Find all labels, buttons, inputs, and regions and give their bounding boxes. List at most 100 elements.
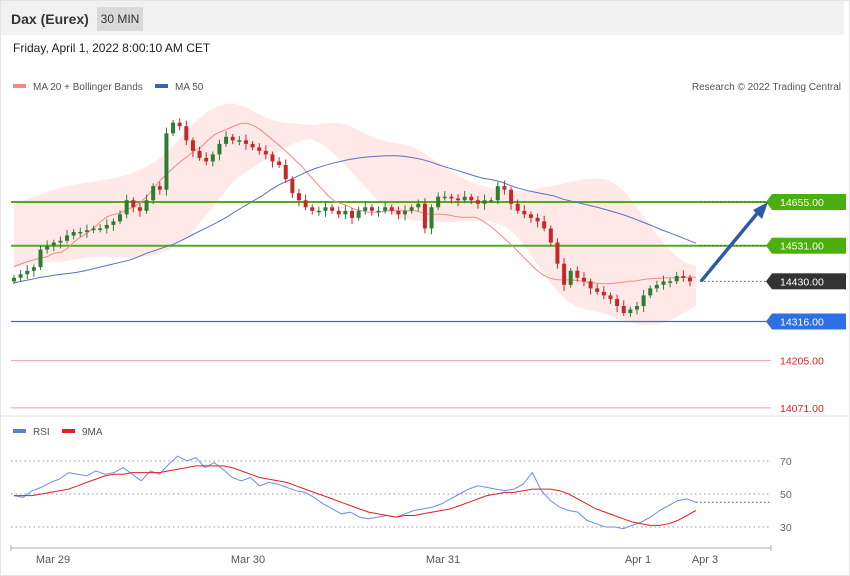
candle-body-74 — [502, 186, 507, 190]
candle-body-77 — [522, 210, 527, 215]
candle-body-63 — [429, 207, 434, 229]
candle-body-7 — [58, 240, 63, 243]
candle-body-80 — [542, 221, 547, 229]
candlesticks — [12, 118, 692, 317]
candle-body-90 — [608, 295, 613, 299]
candle-body-82 — [555, 242, 560, 264]
candle-body-42 — [290, 179, 295, 194]
chart-header: Dax (Eurex) 30 MIN — [1, 1, 844, 35]
candle-body-95 — [641, 295, 646, 306]
candle-body-99 — [668, 281, 673, 283]
candle-body-39 — [270, 154, 275, 162]
candle-body-75 — [509, 189, 514, 204]
candle-body-56 — [383, 207, 388, 211]
candle-body-50 — [343, 210, 348, 215]
candle-body-23 — [164, 133, 169, 190]
candle-body-57 — [389, 207, 394, 211]
candle-body-46 — [316, 210, 321, 213]
time-axis: Mar 29 Mar 30 Mar 31 Apr 1 Apr 3 — [10, 545, 772, 566]
legend-label-9ma: 9MA — [82, 427, 103, 438]
legend-label-ma20: MA 20 + Bollinger Bands — [33, 82, 143, 93]
candle-body-84 — [568, 270, 573, 285]
candle-body-70 — [475, 200, 480, 204]
timeframe-badge[interactable]: 30 MIN — [97, 7, 143, 31]
candle-body-17 — [124, 200, 129, 215]
candle-body-98 — [661, 281, 666, 285]
candle-body-101 — [681, 276, 686, 278]
credit-text: Research © 2022 Trading Central — [692, 82, 841, 93]
candle-body-1 — [18, 274, 23, 278]
candle-body-30 — [210, 154, 215, 162]
candle-body-26 — [184, 126, 189, 141]
rsi-tick-50: 50 — [780, 489, 792, 501]
forecast-arrow-shaft — [699, 208, 762, 283]
candle-body-83 — [562, 263, 567, 285]
candle-body-21 — [151, 186, 156, 201]
candle-body-88 — [595, 288, 600, 292]
candle-body-40 — [277, 161, 282, 165]
candle-body-3 — [31, 267, 36, 271]
candle-body-47 — [323, 207, 328, 211]
candle-body-62 — [422, 203, 427, 229]
candle-body-22 — [157, 186, 162, 190]
candle-body-37 — [257, 147, 262, 151]
support-label-5: 14071.00 — [780, 403, 824, 415]
rsi-tick-70: 70 — [780, 456, 792, 468]
candle-body-32 — [224, 136, 229, 144]
forecast-arrow-head — [753, 202, 768, 219]
candle-body-8 — [65, 235, 70, 241]
candle-body-34 — [237, 140, 242, 142]
candle-body-72 — [489, 200, 494, 202]
candle-body-12 — [91, 228, 96, 231]
candle-body-16 — [118, 214, 123, 222]
candle-body-4 — [38, 249, 43, 268]
support-label-4: 14205.00 — [780, 356, 824, 368]
legend-swatch-ma50 — [155, 84, 168, 88]
candle-body-53 — [363, 207, 368, 211]
candle-body-92 — [621, 305, 626, 314]
candle-body-73 — [495, 186, 500, 201]
rsi-ma-line — [14, 465, 697, 526]
candle-body-85 — [575, 270, 580, 278]
rsi-panel: RSI 9MA 70 50 30 — [11, 427, 792, 534]
candle-body-79 — [535, 217, 540, 222]
candle-body-89 — [601, 291, 606, 296]
chart-legend: MA 20 + Bollinger Bands MA 50 Research ©… — [13, 82, 841, 93]
candle-body-94 — [634, 305, 639, 310]
candle-body-43 — [296, 193, 301, 201]
candle-body-76 — [515, 203, 520, 211]
time-tick-1: Mar 30 — [231, 554, 265, 566]
time-tick-0: Mar 29 — [36, 554, 70, 566]
instrument-title: Dax (Eurex) — [11, 11, 89, 27]
candle-body-59 — [403, 210, 408, 215]
candle-body-41 — [283, 164, 288, 180]
candle-body-33 — [230, 136, 235, 141]
candle-body-38 — [263, 150, 268, 155]
legend-swatch-9ma — [62, 429, 75, 433]
candle-body-44 — [303, 200, 308, 208]
resistance-tag-1 — [772, 237, 846, 254]
candle-body-69 — [469, 196, 474, 201]
candle-body-5 — [45, 246, 50, 250]
candle-body-35 — [243, 140, 248, 144]
candle-body-58 — [396, 210, 401, 215]
last-price-tag-pointer — [766, 273, 772, 290]
candle-body-13 — [98, 228, 103, 230]
candle-body-36 — [250, 143, 255, 148]
candle-body-20 — [144, 200, 149, 211]
candle-body-24 — [171, 122, 176, 134]
candle-body-2 — [25, 270, 30, 275]
legend-swatch-ma20 — [13, 84, 26, 88]
resistance-label-1: 14531.00 — [780, 241, 824, 253]
candle-body-52 — [356, 210, 361, 218]
candle-body-11 — [84, 230, 89, 232]
resistance-tag-pointer-0 — [766, 194, 772, 210]
candle-body-64 — [436, 196, 441, 208]
pivot-tag-pointer — [766, 313, 772, 330]
candle-body-65 — [442, 196, 447, 199]
time-tick-3: Apr 1 — [625, 554, 651, 566]
candle-body-48 — [330, 207, 335, 211]
timestamp-subtitle: Friday, April 1, 2022 8:00:10 AM CET — [13, 41, 211, 55]
candle-body-71 — [482, 200, 487, 204]
candle-body-66 — [449, 196, 454, 199]
